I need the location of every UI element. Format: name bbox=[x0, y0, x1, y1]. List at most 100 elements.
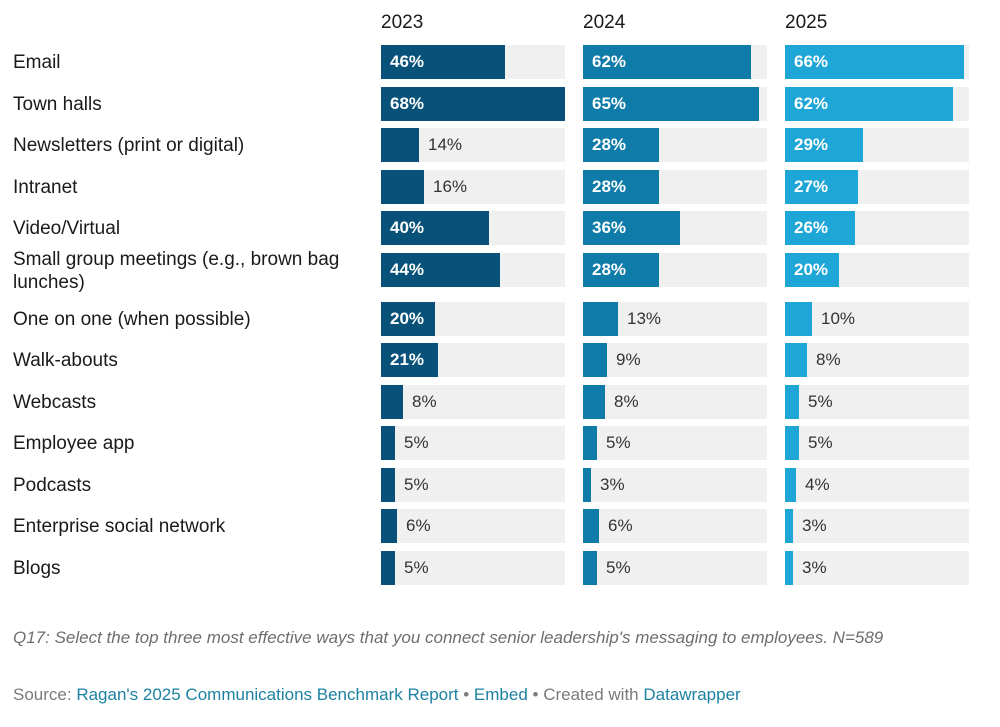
data-label: 8% bbox=[614, 391, 639, 411]
category-label: Video/Virtual bbox=[13, 218, 121, 239]
bar-track: 28% bbox=[583, 169, 767, 204]
bar-track: 44% bbox=[381, 252, 565, 287]
category-label: Small group meetings (e.g., brown bag lu… bbox=[13, 248, 340, 293]
bar-2025 bbox=[785, 343, 807, 377]
data-label: 40% bbox=[390, 218, 425, 237]
data-label: 8% bbox=[816, 350, 841, 369]
bar-track: 65% bbox=[583, 86, 767, 121]
data-label: 21% bbox=[390, 350, 425, 369]
bar-2023 bbox=[381, 384, 403, 419]
data-label: 10% bbox=[821, 308, 856, 328]
bar-track: 5% bbox=[381, 550, 565, 585]
data-label: 36% bbox=[592, 218, 627, 237]
bar-track: 28% bbox=[583, 128, 767, 162]
bar-track: 8% bbox=[785, 343, 969, 377]
data-label: 20% bbox=[794, 259, 829, 279]
bar-2024 bbox=[583, 343, 607, 377]
data-label: 14% bbox=[428, 135, 463, 154]
bar-track: 5% bbox=[583, 550, 767, 585]
category-label: Enterprise social network bbox=[13, 516, 226, 537]
data-label: 5% bbox=[404, 557, 429, 577]
category-label: Intranet bbox=[13, 176, 78, 198]
bar-2025 bbox=[785, 128, 863, 162]
data-label: 44% bbox=[390, 259, 425, 279]
bar-track: 26% bbox=[785, 211, 969, 245]
data-label: 5% bbox=[606, 557, 631, 577]
bar-track: 3% bbox=[785, 550, 969, 585]
bar-2025 bbox=[785, 384, 799, 419]
bar-2025 bbox=[785, 301, 812, 336]
bar-track: 62% bbox=[785, 86, 969, 121]
bar-track: 46% bbox=[381, 45, 565, 79]
bar-track: 20% bbox=[785, 252, 969, 287]
bar-2024 bbox=[583, 509, 599, 543]
bar-2025 bbox=[785, 467, 796, 502]
bar-2024 bbox=[583, 467, 591, 502]
bar-track: 3% bbox=[785, 509, 969, 543]
data-label: 13% bbox=[627, 308, 662, 328]
data-label: 66% bbox=[794, 52, 829, 71]
bar-2025 bbox=[785, 550, 793, 585]
data-label: 26% bbox=[794, 218, 829, 237]
bar-2024 bbox=[583, 301, 618, 336]
data-label: 68% bbox=[390, 93, 425, 113]
column-header-2024: 2024 bbox=[583, 12, 626, 33]
data-label: 9% bbox=[616, 350, 641, 369]
bar-2024 bbox=[583, 86, 759, 121]
bar-track: 68% bbox=[381, 86, 565, 121]
bar-track: 4% bbox=[785, 467, 969, 502]
data-label: 62% bbox=[794, 93, 829, 113]
category-label: Walk-abouts bbox=[13, 350, 118, 371]
bar-2025 bbox=[785, 45, 964, 79]
bar-2025 bbox=[785, 86, 953, 121]
data-label: 5% bbox=[606, 433, 631, 452]
datawrapper-link[interactable]: Datawrapper bbox=[643, 685, 741, 704]
bar-track: 5% bbox=[381, 467, 565, 502]
bar-track: 8% bbox=[583, 384, 767, 419]
category-label: Newsletters (print or digital) bbox=[13, 135, 245, 156]
category-label: Podcasts bbox=[13, 474, 92, 496]
bar-2023 bbox=[381, 301, 435, 336]
data-label: 5% bbox=[808, 391, 833, 411]
bar-2025 bbox=[785, 252, 839, 287]
bar-track: 5% bbox=[785, 384, 969, 419]
bar-2023 bbox=[381, 169, 424, 204]
data-label: 28% bbox=[592, 259, 627, 279]
bar-2024 bbox=[583, 45, 751, 79]
data-label: 3% bbox=[802, 516, 827, 535]
data-label: 28% bbox=[592, 135, 627, 154]
bar-track: 9% bbox=[583, 343, 767, 377]
source-line: Source: Ragan's 2025 Communications Benc… bbox=[13, 685, 741, 705]
created-with-text: • Created with bbox=[532, 685, 639, 704]
data-label: 3% bbox=[802, 557, 827, 577]
bar-track: 5% bbox=[785, 426, 969, 460]
bar-2024 bbox=[583, 384, 605, 419]
bar-track: 5% bbox=[583, 426, 767, 460]
data-label: 29% bbox=[794, 135, 829, 154]
bar-track: 6% bbox=[583, 509, 767, 543]
bar-track: 40% bbox=[381, 211, 565, 245]
category-label: One on one (when possible) bbox=[13, 308, 251, 330]
bar-track: 20% bbox=[381, 301, 565, 336]
bar-track: 3% bbox=[583, 467, 767, 502]
bar-2023 bbox=[381, 128, 419, 162]
data-label: 8% bbox=[412, 391, 437, 411]
bar-2024 bbox=[583, 550, 597, 585]
data-label: 28% bbox=[592, 176, 627, 196]
bar-2025 bbox=[785, 211, 855, 245]
data-label: 65% bbox=[592, 93, 627, 113]
column-header-2023: 2023 bbox=[381, 12, 424, 33]
bar-2023 bbox=[381, 467, 395, 502]
category-label: Email bbox=[13, 52, 61, 73]
bar-2025 bbox=[785, 509, 793, 543]
embed-link[interactable]: Embed bbox=[473, 685, 528, 704]
data-label: 5% bbox=[404, 433, 429, 452]
bar-track: 10% bbox=[785, 301, 969, 336]
bar-track: 14% bbox=[381, 128, 565, 162]
data-label: 6% bbox=[406, 516, 431, 535]
report-link[interactable]: Ragan's 2025 Communications Benchmark Re… bbox=[76, 685, 459, 704]
category-label: Employee app bbox=[13, 433, 135, 454]
bar-2023 bbox=[381, 86, 565, 121]
category-label: Town halls bbox=[13, 93, 102, 115]
bar-2024 bbox=[583, 426, 597, 460]
